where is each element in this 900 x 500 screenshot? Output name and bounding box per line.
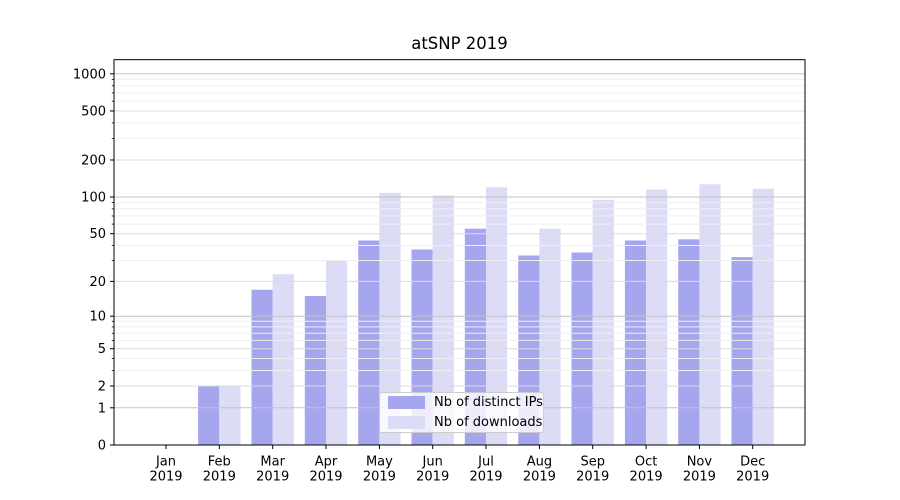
x-tick-label-mar-2019: Mar [260,455,285,470]
x-tick-label-year-sep-2019: 2019 [576,470,609,485]
bar-ips-feb-2019 [198,386,220,445]
x-tick-label-year-jun-2019: 2019 [416,470,449,485]
y-tick-label-1000: 1000 [73,67,106,82]
bar-downloads-feb-2019 [219,386,241,445]
x-tick-label-year-dec-2019: 2019 [736,470,769,485]
x-tick-label-year-apr-2019: 2019 [309,470,342,485]
x-tick-label-year-feb-2019: 2019 [203,470,236,485]
bar-downloads-may-2019 [379,192,401,445]
bar-ips-oct-2019 [624,240,647,445]
legend-label-distinct-ips: Nb of distinct IPs [434,395,543,410]
x-tick-label-may-2019: May [366,455,393,470]
y-tick-label-50: 50 [89,227,106,242]
x-tick-label-jan-2019: Jan [155,455,176,470]
x-tick-label-dec-2019: Dec [740,455,765,470]
legend: Nb of distinct IPs Nb of downloads [379,392,544,433]
bar-downloads-nov-2019 [699,184,721,446]
plot-border [113,59,806,446]
x-tick-label-apr-2019: Apr [315,455,338,470]
bar-downloads-dec-2019 [752,188,774,445]
legend-swatch-downloads [388,416,425,429]
y-tick-label-2: 2 [98,380,106,395]
x-tick-label-year-jan-2019: 2019 [149,470,182,485]
x-tick-label-aug-2019: Aug [527,455,552,470]
x-tick-label-year-nov-2019: 2019 [683,470,716,485]
x-tick-label-year-oct-2019: 2019 [630,470,663,485]
bar-downloads-oct-2019 [646,189,668,445]
y-tick-label-10: 10 [89,310,106,325]
x-tick-label-year-may-2019: 2019 [363,470,396,485]
y-tick-label-500: 500 [81,105,106,120]
x-tick-label-nov-2019: Nov [687,455,713,470]
bar-downloads-aug-2019 [539,228,561,445]
x-tick-label-year-mar-2019: 2019 [256,470,289,485]
x-tick-label-year-jul-2019: 2019 [469,470,502,485]
bar-ips-may-2019 [358,240,380,445]
x-tick-label-year-aug-2019: 2019 [523,470,556,485]
y-tick-label-1: 1 [98,401,106,416]
y-tick-label-20: 20 [89,275,106,290]
legend-label-downloads: Nb of downloads [434,415,543,430]
bar-downloads-sep-2019 [592,199,614,445]
bar-downloads-jun-2019 [432,195,454,445]
x-tick-label-oct-2019: Oct [635,455,657,470]
bar-downloads-mar-2019 [272,274,294,445]
y-tick-label-0: 0 [98,439,106,454]
bar-downloads-apr-2019 [326,260,348,445]
x-tick-label-jul-2019: Jul [477,455,494,470]
bar-ips-jul-2019 [464,228,486,445]
bar-ips-mar-2019 [251,289,273,445]
legend-swatch-distinct-ips [388,396,425,409]
legend-row-downloads: Nb of downloads [388,415,543,430]
bar-ips-dec-2019 [731,257,753,445]
legend-row-distinct-ips: Nb of distinct IPs [388,395,543,410]
y-tick-label-100: 100 [81,191,106,206]
chart-title: atSNP 2019 [411,34,508,53]
x-tick-label-sep-2019: Sep [580,455,605,470]
y-tick-label-200: 200 [81,154,106,169]
y-tick-label-5: 5 [98,342,106,357]
x-tick-label-jun-2019: Jun [422,455,443,470]
bar-ips-nov-2019 [678,239,700,445]
x-tick-label-feb-2019: Feb [208,455,231,470]
